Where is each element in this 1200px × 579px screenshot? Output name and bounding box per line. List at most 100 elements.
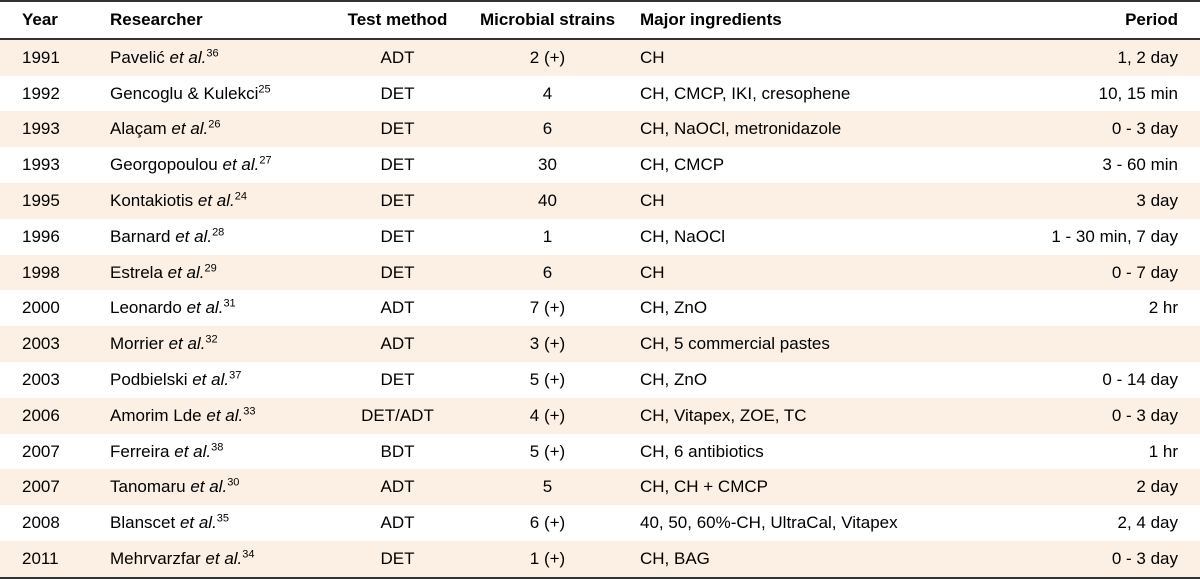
- cell-year: 2000: [0, 290, 100, 326]
- cell-microbial-strains: 6: [465, 111, 630, 147]
- researcher-name: Leonardo: [110, 298, 187, 317]
- col-header-method: Test method: [330, 1, 465, 39]
- table-row: 1993Alaçam et al.26DET6CH, NaOCl, metron…: [0, 111, 1200, 147]
- cell-researcher: Kontakiotis et al.24: [100, 183, 330, 219]
- cell-period: 2 hr: [970, 290, 1200, 326]
- cell-microbial-strains: 7 (+): [465, 290, 630, 326]
- cell-major-ingredients: CH, Vitapex, ZOE, TC: [630, 398, 970, 434]
- etal-text: et al.: [168, 263, 205, 282]
- cell-major-ingredients: CH, ZnO: [630, 362, 970, 398]
- cell-year: 1993: [0, 111, 100, 147]
- etal-text: et al.: [190, 477, 227, 496]
- table-row: 1996Barnard et al.28DET1CH, NaOCl1 - 30 …: [0, 219, 1200, 255]
- cell-microbial-strains: 5: [465, 469, 630, 505]
- cell-researcher: Morrier et al.32: [100, 326, 330, 362]
- table-body: 1991Pavelić et al.36ADT2 (+)CH1, 2 day19…: [0, 39, 1200, 578]
- cell-year: 2008: [0, 505, 100, 541]
- cell-microbial-strains: 5 (+): [465, 362, 630, 398]
- cell-major-ingredients: CH: [630, 39, 970, 76]
- cell-test-method: DET: [330, 147, 465, 183]
- antimicrobial-studies-table: YearResearcherTest methodMicrobial strai…: [0, 0, 1200, 555]
- cell-test-method: ADT: [330, 39, 465, 76]
- cell-researcher: Estrela et al.29: [100, 255, 330, 291]
- cell-test-method: DET: [330, 255, 465, 291]
- cell-period: 3 - 60 min: [970, 147, 1200, 183]
- cell-period: 0 - 3 day: [970, 541, 1200, 578]
- reference-number: 26: [208, 119, 220, 131]
- cell-period: 0 - 7 day: [970, 255, 1200, 291]
- cell-microbial-strains: 40: [465, 183, 630, 219]
- researcher-name: Alaçam: [110, 119, 171, 138]
- cell-year: 2007: [0, 469, 100, 505]
- cell-researcher: Alaçam et al.26: [100, 111, 330, 147]
- cell-test-method: ADT: [330, 505, 465, 541]
- cell-test-method: ADT: [330, 290, 465, 326]
- researcher-name: Gencoglu & Kulekci: [110, 84, 258, 103]
- cell-period: 3 day: [970, 183, 1200, 219]
- cell-researcher: Leonardo et al.31: [100, 290, 330, 326]
- etal-text: et al.: [222, 155, 259, 174]
- etal-text: et al.: [205, 549, 242, 568]
- etal-text: et al.: [169, 334, 206, 353]
- cell-test-method: DET: [330, 541, 465, 578]
- cell-researcher: Gencoglu & Kulekci25: [100, 76, 330, 112]
- researcher-name: Pavelić: [110, 48, 170, 67]
- researcher-name: Kontakiotis: [110, 191, 198, 210]
- cell-major-ingredients: CH, ZnO: [630, 290, 970, 326]
- cell-period: 2, 4 day: [970, 505, 1200, 541]
- table-row: 1991Pavelić et al.36ADT2 (+)CH1, 2 day: [0, 39, 1200, 76]
- cell-microbial-strains: 6: [465, 255, 630, 291]
- table-row: 2003Morrier et al.32ADT3 (+)CH, 5 commer…: [0, 326, 1200, 362]
- cell-year: 2003: [0, 362, 100, 398]
- cell-test-method: DET: [330, 183, 465, 219]
- cell-year: 1996: [0, 219, 100, 255]
- table-row: 1995Kontakiotis et al.24DET40CH3 day: [0, 183, 1200, 219]
- cell-test-method: BDT: [330, 434, 465, 470]
- etal-text: et al.: [180, 513, 217, 532]
- cell-test-method: DET: [330, 362, 465, 398]
- reference-number: 33: [243, 405, 255, 417]
- reference-number: 35: [217, 513, 229, 525]
- reference-number: 31: [223, 298, 235, 310]
- cell-researcher: Podbielski et al.37: [100, 362, 330, 398]
- cell-microbial-strains: 6 (+): [465, 505, 630, 541]
- cell-test-method: DET/ADT: [330, 398, 465, 434]
- etal-text: et al.: [175, 227, 212, 246]
- header-row: YearResearcherTest methodMicrobial strai…: [0, 1, 1200, 39]
- reference-number: 32: [205, 334, 217, 346]
- reference-number: 28: [212, 226, 224, 238]
- researcher-name: Georgopoulou: [110, 155, 222, 174]
- researcher-name: Amorim Lde: [110, 406, 206, 425]
- cell-period: 1, 2 day: [970, 39, 1200, 76]
- reference-number: 38: [211, 441, 223, 453]
- reference-number: 30: [227, 477, 239, 489]
- table-row: 2003Podbielski et al.37DET5 (+)CH, ZnO0 …: [0, 362, 1200, 398]
- cell-researcher: Mehrvarzfar et al.34: [100, 541, 330, 578]
- cell-year: 1991: [0, 39, 100, 76]
- reference-number: 24: [235, 190, 247, 202]
- data-table: YearResearcherTest methodMicrobial strai…: [0, 0, 1200, 579]
- cell-period: 0 - 14 day: [970, 362, 1200, 398]
- cell-microbial-strains: 1: [465, 219, 630, 255]
- cell-year: 1993: [0, 147, 100, 183]
- cell-period: 0 - 3 day: [970, 398, 1200, 434]
- col-header-period: Period: [970, 1, 1200, 39]
- cell-microbial-strains: 1 (+): [465, 541, 630, 578]
- cell-researcher: Blanscet et al.35: [100, 505, 330, 541]
- cell-year: 2007: [0, 434, 100, 470]
- cell-year: 1995: [0, 183, 100, 219]
- cell-test-method: DET: [330, 76, 465, 112]
- cell-researcher: Georgopoulou et al.27: [100, 147, 330, 183]
- cell-major-ingredients: CH, CMCP: [630, 147, 970, 183]
- cell-microbial-strains: 30: [465, 147, 630, 183]
- cell-major-ingredients: 40, 50, 60%-CH, UltraCal, Vitapex: [630, 505, 970, 541]
- etal-text: et al.: [198, 191, 235, 210]
- table-row: 2007Ferreira et al.38BDT5 (+)CH, 6 antib…: [0, 434, 1200, 470]
- col-header-res: Researcher: [100, 1, 330, 39]
- cell-microbial-strains: 4: [465, 76, 630, 112]
- researcher-name: Tanomaru: [110, 477, 190, 496]
- cell-period: 1 hr: [970, 434, 1200, 470]
- cell-major-ingredients: CH, BAG: [630, 541, 970, 578]
- cell-period: 10, 15 min: [970, 76, 1200, 112]
- etal-text: et al.: [206, 406, 243, 425]
